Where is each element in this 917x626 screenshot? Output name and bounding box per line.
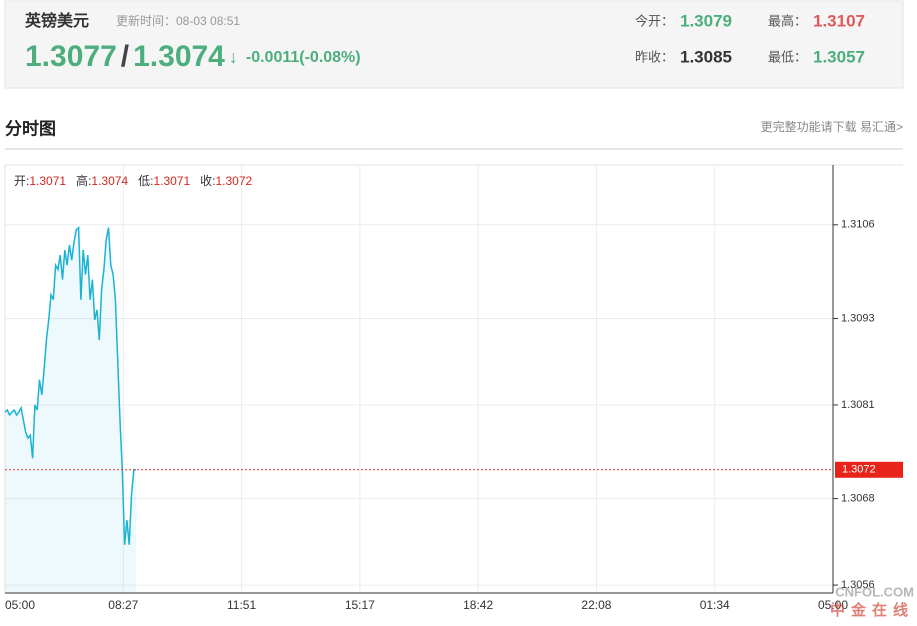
x-tick-label: 18:42 [463,598,493,612]
section-title: 分时图 [5,119,56,138]
y-tick-label: 1.3093 [841,312,875,324]
stat-label: 今开： [635,13,674,28]
ask: 1.3074 [133,40,225,73]
separator: / [121,40,130,73]
y-tick-label: 1.3106 [841,219,875,231]
price-line [4,226,137,545]
info-label: 收: [200,174,215,188]
x-tick-label: 22:08 [581,598,611,612]
download-link[interactable]: 更完整功能请下载 易汇通> [761,119,903,134]
stat-value: 1.3107 [813,11,865,30]
stat-label: 昨收： [635,49,674,64]
info-value: 1.3071 [29,174,66,188]
symbol-title: 英镑美元 [24,11,89,30]
quote-panel [4,0,904,89]
info-value: 1.3074 [91,174,128,188]
info-label: 高: [76,173,91,188]
x-tick-label: 05:00 [818,598,848,612]
info-value: 1.3072 [215,174,252,188]
stat-label: 最高： [768,13,807,28]
price-line: 1.3077/1.3074 ↓ -0.0011(-0.08%) [25,40,361,73]
change: -0.0011(-0.08%) [246,49,361,66]
stat-value: 1.3085 [680,47,732,66]
info-label: 开: [14,174,29,188]
y-tick-label: 1.3068 [841,493,875,505]
stat-value: 1.3079 [680,11,732,30]
area-fill [5,227,137,593]
x-tick-label: 08:27 [108,598,138,612]
x-tick-label: 01:34 [700,598,730,612]
info-label: 低: [138,174,153,188]
stat-value: 1.3057 [813,47,865,66]
info-value: 1.3071 [153,174,190,188]
bid: 1.3077 [25,40,117,73]
x-tick-label: 05:00 [5,598,35,612]
y-tick-label: 1.3081 [841,399,875,411]
stat-label: 最低： [768,49,807,64]
current-label: 1.3072 [842,464,876,476]
arrow: ↓ [229,47,238,67]
watermark-brand: CNFOL.COM [835,584,914,599]
update-time: 更新时间：08-03 08:51 [116,13,240,28]
current-tag [835,461,903,478]
ohlc-info: 开:1.3071 高:1.3074 低:1.3071 收:1.3072 [14,173,253,188]
x-tick-label: 15:17 [345,598,375,612]
y-tick-label: 1.3056 [841,579,875,591]
watermark-name: 中金在线 [830,601,914,619]
x-tick-label: 11:51 [227,598,256,612]
